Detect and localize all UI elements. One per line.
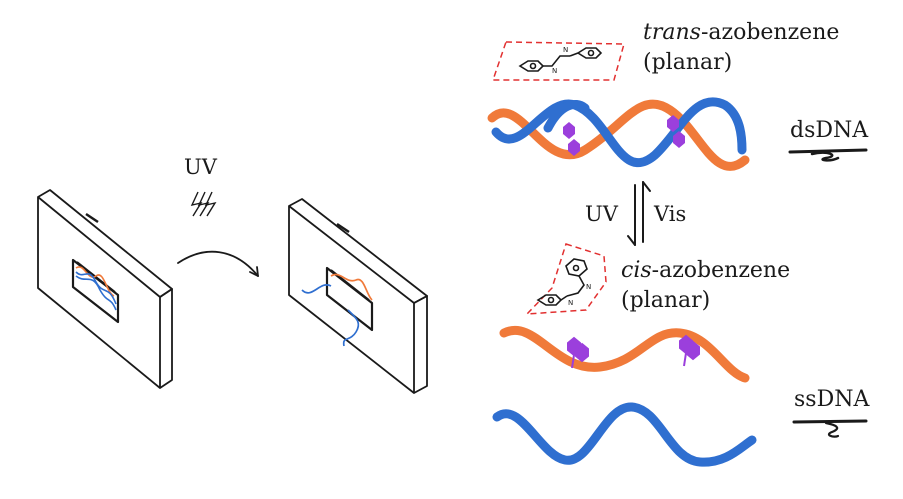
cis-prefix: cis [621, 258, 652, 283]
device-after-strands [301, 273, 373, 347]
svg-text:N: N [568, 299, 573, 307]
trans-azobenzene-label: trans-azobenzene [643, 20, 839, 45]
cis-suffix: -azobenzene [651, 258, 791, 283]
dsdna-label: dsDNA [790, 118, 869, 143]
vis-label-mid: Vis [654, 202, 687, 226]
trans-azobenzene-box: N N [491, 41, 625, 81]
dsdna-helix [487, 97, 750, 171]
ssdna-orange-strand [499, 326, 750, 383]
transition-arrow-icon [177, 250, 259, 277]
uv-label-left: UV [184, 155, 217, 179]
cis-planar-label: (planar) [621, 288, 711, 313]
ssdna-label: ssDNA [794, 387, 870, 412]
device-before-strands [75, 266, 117, 311]
cis-azobenzene-label: cis-azobenzene [621, 258, 790, 283]
ssdna-blue-strand [492, 402, 757, 467]
device-before [37, 189, 173, 389]
equilibrium-arrows-icon [627, 181, 651, 246]
trans-prefix: trans [643, 20, 701, 45]
cis-azobenzene-box: N N [525, 243, 607, 315]
ssdna-underline [792, 419, 868, 438]
dsdna-underline [788, 148, 868, 162]
trans-planar-label: (planar) [643, 50, 733, 75]
device-after [288, 198, 428, 394]
ssdna-azobenzene-marks [567, 334, 700, 369]
svg-text:N: N [552, 67, 557, 75]
svg-text:N: N [563, 46, 568, 54]
svg-text:N: N [586, 283, 591, 291]
trans-suffix: -azobenzene [700, 20, 840, 45]
uv-lightning-icon [190, 191, 217, 217]
uv-label-mid: UV [585, 202, 618, 226]
dsdna-azobenzene-marks [563, 115, 685, 156]
